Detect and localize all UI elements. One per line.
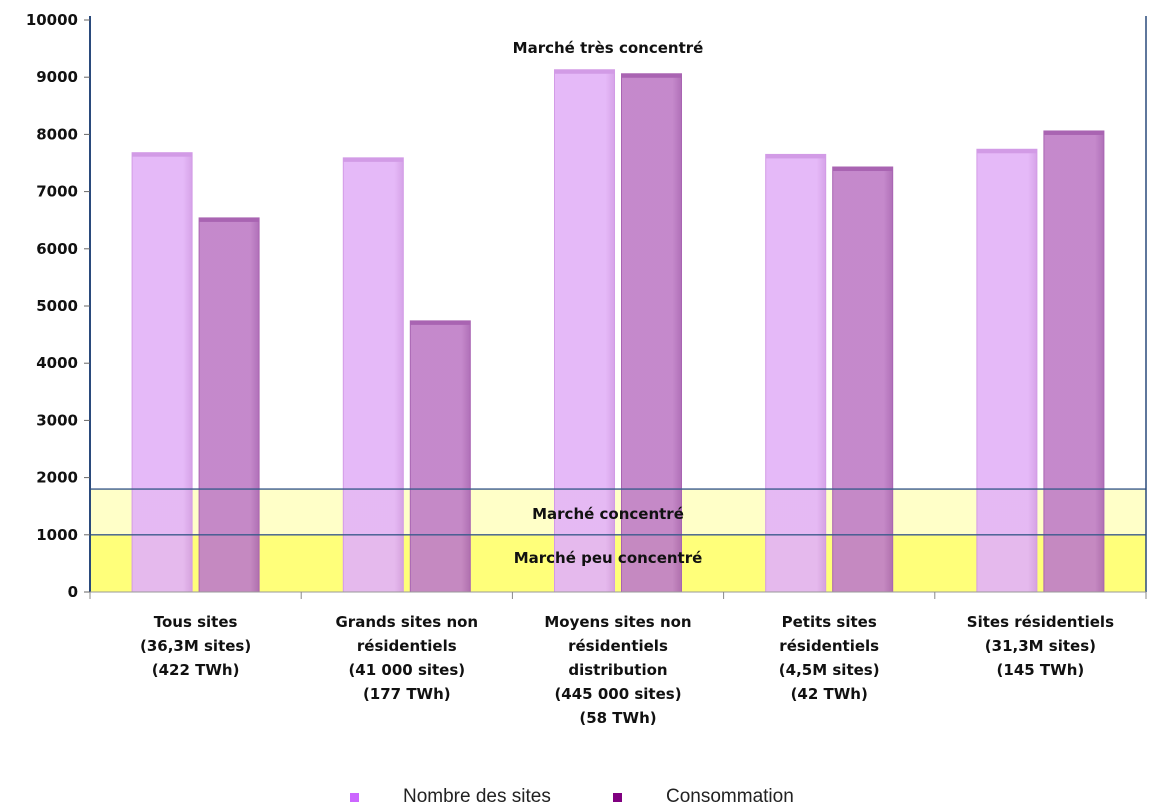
- x-category-label-5: Sites résidentiels (31,3M sites) (145 TWh): [967, 613, 1114, 679]
- legend-swatch-nombre-des-sites: [350, 792, 359, 802]
- bar-consommation-5: [1043, 130, 1105, 593]
- x-category-label-line: (36,3M sites): [140, 637, 251, 655]
- zone-label-marche-peu-concentre: Marché peu concentré: [514, 549, 703, 567]
- x-category-label-2: Grands sites non résidentiels (41 000 site…: [335, 613, 478, 703]
- zone-label-marche-tres-concentre: Marché très concentré: [513, 39, 704, 57]
- bar-consommation-2: [409, 320, 471, 593]
- x-category-label-line: (145 TWh): [997, 661, 1085, 679]
- x-category-label-line: (58 TWh): [579, 709, 656, 727]
- x-category-label-line: Petits sites: [782, 613, 877, 631]
- bar-top-consommation-3: [621, 73, 682, 78]
- x-category-label-line: (4,5M sites): [779, 661, 880, 679]
- y-tick-label: 6000: [36, 240, 78, 258]
- legend-item-consommation: Consommation: [613, 786, 794, 808]
- x-category-label-line: Grands sites non: [335, 613, 478, 631]
- x-category-label-line: (445 000 sites): [554, 685, 681, 703]
- x-category-label-line: résidentiels: [568, 637, 668, 655]
- bars: [131, 69, 1105, 593]
- bar-top-consommation-1: [199, 217, 260, 222]
- legend: Nombre des sites Consommation: [0, 786, 1159, 810]
- legend-item-nombre-des-sites: Nombre des sites: [350, 786, 551, 808]
- concentration-zones: [90, 20, 1146, 592]
- x-category-label-line: résidentiels: [357, 637, 457, 655]
- x-category-label-line: (42 TWh): [791, 685, 868, 703]
- x-category-label-line: résidentiels: [779, 637, 879, 655]
- y-tick-label: 1000: [36, 526, 78, 544]
- axes: [84, 16, 1147, 599]
- x-category-label-line: Moyens sites non: [544, 613, 691, 631]
- y-tick-label: 10000: [26, 11, 78, 29]
- x-category-label-1: Tous sites (36,3M sites) (422 TWh): [140, 613, 251, 679]
- x-category-labels: Tous sites (36,3M sites) (422 TWh) Grands s…: [140, 613, 1114, 727]
- x-category-label-line: (31,3M sites): [985, 637, 1096, 655]
- y-tick-label: 9000: [36, 68, 78, 86]
- y-tick-label: 4000: [36, 354, 78, 372]
- bar-nombre-des-sites-5: [976, 148, 1038, 593]
- y-tick-label: 7000: [36, 183, 78, 201]
- bar-nombre-des-sites-2: [342, 157, 404, 593]
- zone-marche-tres-concentre: [90, 20, 1146, 490]
- bar-top-nombre-des-sites-4: [765, 154, 826, 159]
- legend-swatch-consommation: [613, 792, 622, 802]
- bar-nombre-des-sites-4: [765, 153, 827, 593]
- bar-top-nombre-des-sites-1: [132, 152, 193, 157]
- x-category-label-4: Petits sites résidentiels (4,5M sites) (42 …: [779, 613, 880, 703]
- bar-nombre-des-sites-1: [131, 152, 193, 593]
- y-tick-label: 5000: [36, 297, 78, 315]
- y-tick-label: 3000: [36, 411, 78, 429]
- zone-label-marche-concentre: Marché concentré: [532, 505, 684, 523]
- y-tick-labels: 0 1000 2000 3000 4000 5000 6000 7000 8000 9000 100…: [26, 11, 78, 601]
- bar-nombre-des-sites-3: [554, 69, 615, 593]
- bar-consommation-1: [198, 217, 260, 593]
- bar-consommation-4: [832, 166, 894, 593]
- legend-label-nombre-des-sites: Nombre des sites: [403, 786, 551, 807]
- bar-top-nombre-des-sites-3: [554, 69, 615, 74]
- y-tick-label: 8000: [36, 125, 78, 143]
- x-category-label-line: Tous sites: [154, 613, 238, 631]
- x-category-label-line: (41 000 sites): [348, 661, 465, 679]
- bar-top-consommation-5: [1043, 130, 1104, 135]
- legend-label-consommation: Consommation: [666, 786, 794, 807]
- bar-top-nombre-des-sites-5: [976, 149, 1037, 154]
- bar-top-nombre-des-sites-2: [343, 157, 404, 162]
- zone-labels: Marché peu concentré Marché concentré Marc…: [513, 39, 704, 567]
- x-category-label-3: Moyens sites non résidentiels distribution…: [544, 613, 691, 727]
- x-category-label-line: (422 TWh): [152, 661, 240, 679]
- zone-marche-peu-concentre: [90, 534, 1146, 592]
- chart: 0 1000 2000 3000 4000 5000 6000 7000 8000 9000 100…: [26, 11, 1147, 727]
- x-category-label-line: (177 TWh): [363, 685, 451, 703]
- y-tick-label: 2000: [36, 469, 78, 487]
- bar-top-consommation-2: [410, 320, 471, 325]
- x-category-label-line: Sites résidentiels: [967, 613, 1114, 631]
- zone-marche-concentre: [90, 489, 1146, 535]
- y-tick-label: 0: [68, 583, 78, 601]
- bar-top-consommation-4: [832, 167, 893, 172]
- x-category-label-line: distribution: [568, 661, 667, 679]
